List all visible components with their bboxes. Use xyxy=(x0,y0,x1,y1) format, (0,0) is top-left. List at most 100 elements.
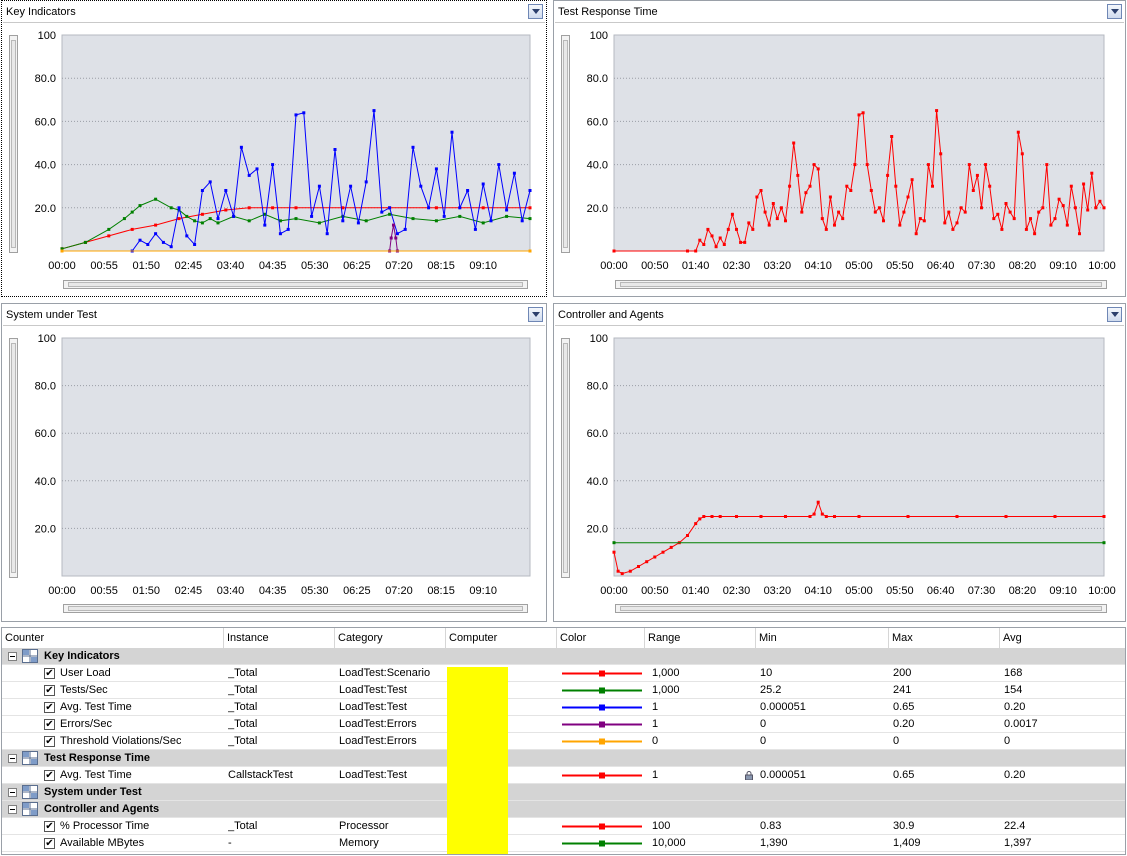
data-point xyxy=(661,550,665,554)
column-header-category[interactable]: Category xyxy=(335,628,446,648)
counter-row[interactable]: ✔ Avg. Test Time CallstackTest LoadTest:Tes… xyxy=(2,767,1125,784)
panel-test-response-time[interactable]: Test Response Time 100 80.0 60.0 40.0 20.0 00… xyxy=(553,0,1126,297)
graph-select-dropdown[interactable] xyxy=(528,307,543,322)
data-point xyxy=(286,227,290,231)
data-point xyxy=(820,217,824,221)
counter-row[interactable]: ✔ % Processor Time _Total Processor 100 0.83 3… xyxy=(2,818,1125,835)
y-tick-label: 60.0 xyxy=(35,116,56,128)
counter-checkbox[interactable]: ✔ xyxy=(44,821,55,832)
vertical-zoom-scrollbar[interactable] xyxy=(9,338,18,578)
counter-row[interactable]: ✔ Tests/Sec _Total LoadTest:Test 1,000 25.2 24… xyxy=(2,682,1125,699)
line-color-swatch[interactable] xyxy=(562,686,642,695)
horizontal-zoom-scrollbar[interactable] xyxy=(615,604,1107,613)
column-header-computer[interactable]: Computer xyxy=(446,628,557,648)
counter-row[interactable]: ✔ Available MBytes - Memory 10,000 1,390 1,409… xyxy=(2,835,1125,852)
panel-header: System under Test xyxy=(3,305,545,326)
graph-select-dropdown[interactable] xyxy=(528,4,543,19)
horizontal-zoom-scrollbar[interactable] xyxy=(615,280,1107,289)
scroll-thumb[interactable] xyxy=(620,282,1102,287)
column-header-color[interactable]: Color xyxy=(557,628,645,648)
data-point xyxy=(411,145,415,149)
counter-row[interactable]: ✔ User Load _Total LoadTest:Scenario 1,000 10… xyxy=(2,665,1125,682)
panel-system-under-test[interactable]: System under Test 100 80.0 60.0 40.0 20.0 00:… xyxy=(1,303,547,622)
column-header-instance[interactable]: Instance xyxy=(224,628,335,648)
collapse-icon[interactable] xyxy=(8,652,17,661)
data-point xyxy=(341,219,345,223)
counter-row[interactable]: ✔ Avg. Test Time _Total LoadTest:Test 1 0.000… xyxy=(2,699,1125,716)
counter-row[interactable]: ✔ Threshold Violations/Sec _Total LoadTest:… xyxy=(2,733,1125,750)
scroll-thumb[interactable] xyxy=(11,40,16,248)
counter-checkbox[interactable]: ✔ xyxy=(44,702,55,713)
computer-column-highlight xyxy=(447,667,508,854)
scroll-thumb[interactable] xyxy=(620,606,1102,611)
line-color-swatch[interactable] xyxy=(562,737,642,746)
x-tick-label: 00:00 xyxy=(600,260,628,272)
y-tick-label: 40.0 xyxy=(35,160,56,172)
data-point xyxy=(833,223,836,227)
data-point xyxy=(505,214,509,218)
y-tick-label: 60.0 xyxy=(587,116,608,128)
x-tick-label: 09:10 xyxy=(469,585,497,597)
data-point xyxy=(1000,227,1004,231)
data-point xyxy=(804,191,808,195)
counter-checkbox[interactable]: ✔ xyxy=(44,838,55,849)
vertical-zoom-scrollbar[interactable] xyxy=(561,35,570,253)
y-tick-label: 100 xyxy=(38,333,56,345)
data-point xyxy=(278,232,282,236)
counter-checkbox[interactable]: ✔ xyxy=(44,736,55,747)
scroll-thumb[interactable] xyxy=(563,40,568,248)
vertical-zoom-scrollbar[interactable] xyxy=(561,338,570,578)
scroll-thumb[interactable] xyxy=(68,282,523,287)
collapse-icon[interactable] xyxy=(8,788,17,797)
horizontal-zoom-scrollbar[interactable] xyxy=(63,604,528,613)
data-point xyxy=(302,111,306,115)
counter-max: 1,409 xyxy=(893,837,921,849)
counter-row[interactable]: ✔ Errors/Sec _Total LoadTest:Errors 1 0 0.20 0.… xyxy=(2,716,1125,733)
counter-checkbox[interactable]: ✔ xyxy=(44,770,55,781)
panel-controller-and-agents[interactable]: Controller and Agents 100 80.0 60.0 40.0 20.… xyxy=(553,303,1126,622)
collapse-icon[interactable] xyxy=(8,805,17,814)
counter-checkbox[interactable]: ✔ xyxy=(44,668,55,679)
line-color-swatch[interactable] xyxy=(562,822,642,831)
column-header-counter[interactable]: Counter xyxy=(2,628,224,648)
counter-category: Memory xyxy=(339,837,379,849)
counter-instance: _Total xyxy=(228,820,258,832)
counter-avg: 1,397 xyxy=(1004,837,1032,849)
vertical-zoom-scrollbar[interactable] xyxy=(9,35,18,253)
data-point xyxy=(812,512,816,516)
horizontal-zoom-scrollbar[interactable] xyxy=(63,280,528,289)
column-header-min[interactable]: Min xyxy=(756,628,889,648)
line-color-swatch[interactable] xyxy=(562,669,642,678)
column-header-max[interactable]: Max xyxy=(889,628,1000,648)
counter-max: 0 xyxy=(893,735,900,747)
counter-checkbox[interactable]: ✔ xyxy=(44,685,55,696)
line-color-swatch[interactable] xyxy=(562,771,642,780)
group-row[interactable]: System under Test xyxy=(2,784,1125,801)
column-header-avg[interactable]: Avg xyxy=(1003,632,1022,644)
panel-header: Controller and Agents xyxy=(555,305,1124,326)
line-color-swatch[interactable] xyxy=(562,720,642,729)
data-point xyxy=(686,534,689,537)
collapse-icon[interactable] xyxy=(8,754,17,763)
data-point xyxy=(792,141,796,145)
scroll-thumb[interactable] xyxy=(11,343,16,573)
data-point xyxy=(669,545,673,549)
group-row[interactable]: Key Indicators xyxy=(2,648,1125,665)
data-point xyxy=(886,173,890,177)
panel-key-indicators[interactable]: Key Indicators 100 80.0 60.0 40.0 20.0 00:00 0… xyxy=(1,0,547,297)
line-color-swatch[interactable] xyxy=(562,839,642,848)
graph-select-dropdown[interactable] xyxy=(1107,307,1122,322)
scroll-thumb[interactable] xyxy=(563,343,568,573)
column-header-range[interactable]: Range xyxy=(645,628,756,648)
counter-avg: 0 xyxy=(1004,735,1011,747)
data-point xyxy=(1029,217,1032,221)
x-tick-label: 07:20 xyxy=(385,585,413,597)
data-point xyxy=(356,221,360,225)
scroll-thumb[interactable] xyxy=(68,606,523,611)
group-row[interactable]: Controller and Agents xyxy=(2,801,1125,818)
counter-checkbox[interactable]: ✔ xyxy=(44,719,55,730)
graph-select-dropdown[interactable] xyxy=(1107,4,1122,19)
counter-instance: _Total xyxy=(228,718,258,730)
group-row[interactable]: Test Response Time xyxy=(2,750,1125,767)
line-color-swatch[interactable] xyxy=(562,703,642,712)
